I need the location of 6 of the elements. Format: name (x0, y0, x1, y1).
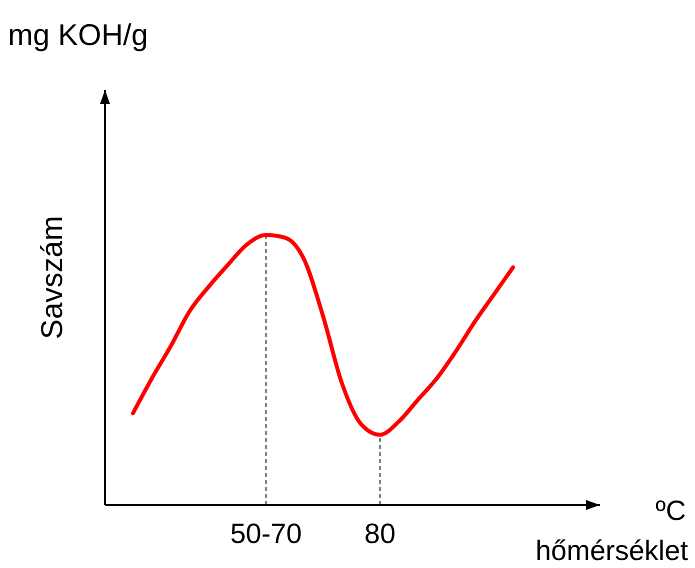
text: mg KOH/g (8, 19, 148, 52)
x-tick-label: 50-70 (230, 518, 302, 549)
text: ºC (656, 495, 686, 526)
y-axis-title: Savszám (36, 216, 69, 340)
x-tick-label: 80 (364, 518, 396, 549)
x-axis-title: hőmérséklet (535, 535, 688, 566)
